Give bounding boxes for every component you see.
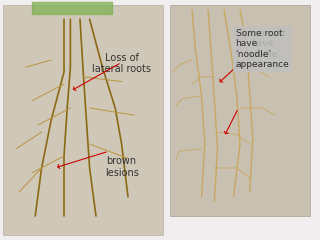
Text: brown
lesions: brown lesions: [105, 156, 139, 178]
Text: Some root
have
‘noodle’
appearance: Some root have ‘noodle’ appearance: [236, 29, 289, 69]
Bar: [170, 5, 310, 216]
Text: Some root
have
‘noodle’
appearance: Some root have ‘noodle’ appearance: [236, 29, 289, 69]
Bar: [3, 5, 163, 235]
Text: Loss of
lateral roots: Loss of lateral roots: [92, 53, 151, 74]
